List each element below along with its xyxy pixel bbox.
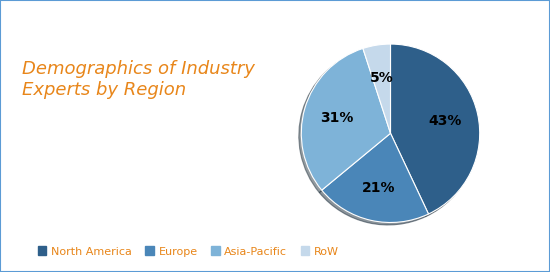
- Wedge shape: [363, 44, 390, 133]
- Text: 21%: 21%: [361, 181, 395, 195]
- Wedge shape: [390, 44, 480, 214]
- Text: 43%: 43%: [428, 114, 462, 128]
- Legend: North America, Europe, Asia-Pacific, RoW: North America, Europe, Asia-Pacific, RoW: [33, 242, 343, 261]
- Wedge shape: [322, 133, 428, 222]
- Wedge shape: [301, 48, 390, 190]
- Text: 5%: 5%: [370, 71, 394, 85]
- Text: Demographics of Industry
Experts by Region: Demographics of Industry Experts by Regi…: [22, 60, 255, 99]
- Text: 31%: 31%: [320, 111, 353, 125]
